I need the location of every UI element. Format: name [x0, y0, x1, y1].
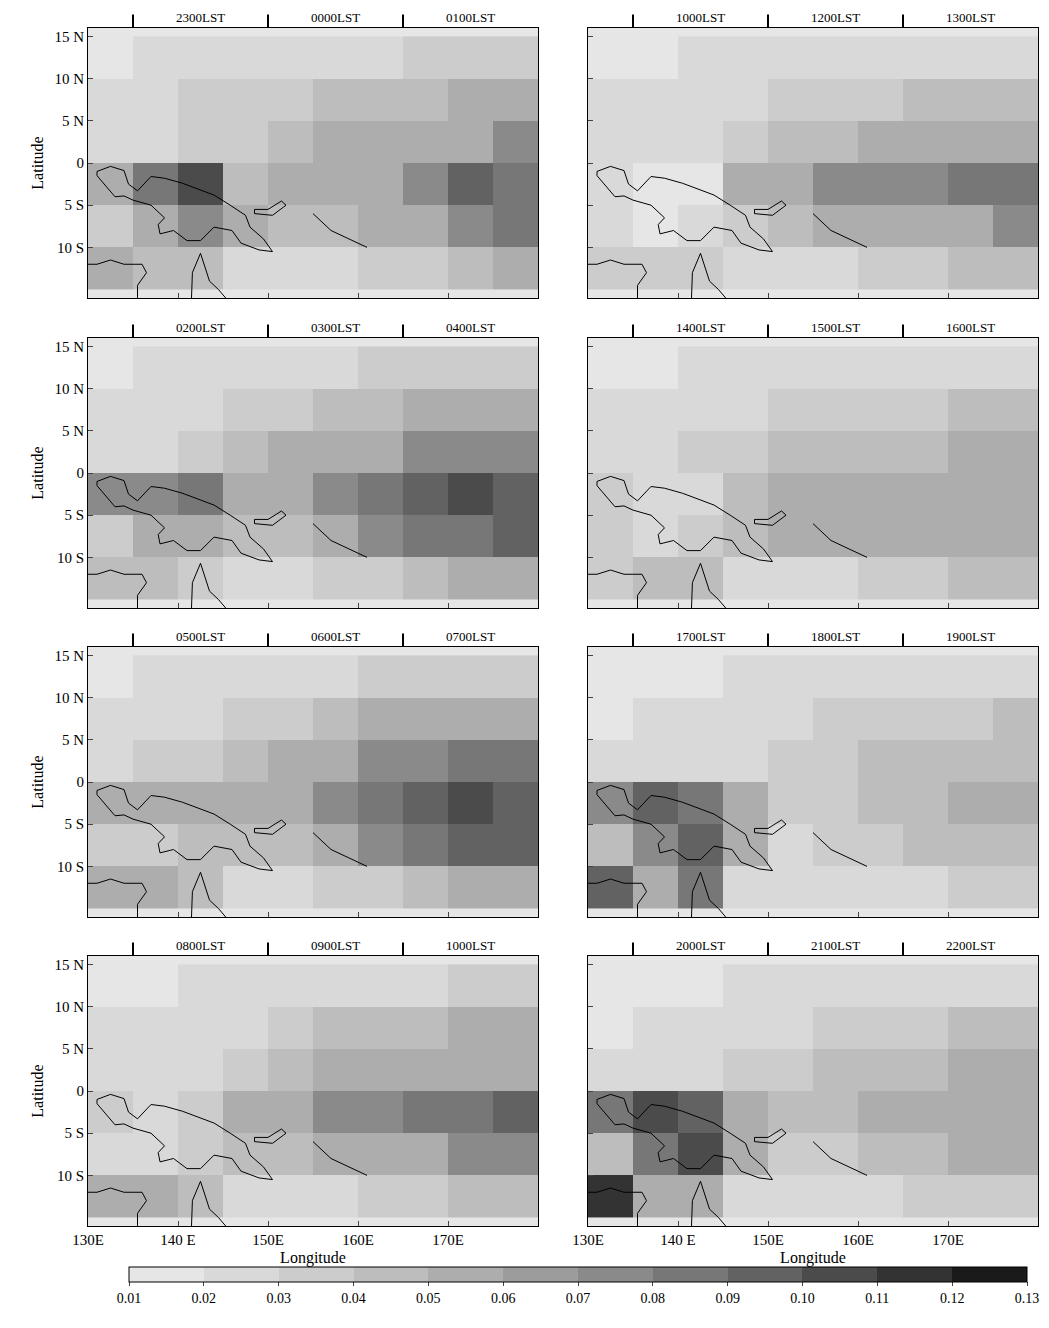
svg-text:130E: 130E: [72, 1232, 104, 1248]
svg-text:0100LST: 0100LST: [446, 10, 495, 25]
svg-text:170E: 170E: [932, 1232, 964, 1248]
svg-text:5 N: 5 N: [62, 113, 84, 129]
svg-text:5 N: 5 N: [62, 1041, 84, 1057]
svg-text:10 N: 10 N: [54, 381, 84, 397]
svg-text:0500LST: 0500LST: [176, 629, 225, 644]
svg-text:0000LST: 0000LST: [311, 10, 360, 25]
svg-text:0.01: 0.01: [117, 1291, 142, 1306]
svg-text:140 E: 140 E: [660, 1232, 695, 1248]
svg-text:Latitude: Latitude: [29, 136, 46, 189]
svg-text:160E: 160E: [342, 1232, 374, 1248]
svg-text:15 N: 15 N: [54, 339, 84, 355]
svg-text:2300LST: 2300LST: [176, 10, 225, 25]
svg-text:10 S: 10 S: [57, 550, 84, 566]
svg-text:0.13: 0.13: [1015, 1291, 1040, 1306]
svg-text:15 N: 15 N: [54, 648, 84, 664]
svg-text:0.08: 0.08: [641, 1291, 666, 1306]
svg-text:0.07: 0.07: [566, 1291, 591, 1306]
svg-text:Longitude: Longitude: [280, 1249, 346, 1267]
svg-text:2100LST: 2100LST: [811, 938, 860, 953]
svg-text:150E: 150E: [752, 1232, 784, 1248]
svg-text:5 S: 5 S: [64, 816, 84, 832]
svg-text:0200LST: 0200LST: [176, 320, 225, 335]
svg-text:10 N: 10 N: [54, 71, 84, 87]
svg-text:Latitude: Latitude: [29, 755, 46, 808]
svg-text:160E: 160E: [842, 1232, 874, 1248]
svg-text:15 N: 15 N: [54, 957, 84, 973]
svg-text:10 S: 10 S: [57, 240, 84, 256]
svg-text:5 S: 5 S: [64, 1125, 84, 1141]
svg-text:5 S: 5 S: [64, 197, 84, 213]
svg-text:1600LST: 1600LST: [946, 320, 995, 335]
svg-text:0.12: 0.12: [940, 1291, 965, 1306]
svg-text:0800LST: 0800LST: [176, 938, 225, 953]
svg-text:0400LST: 0400LST: [446, 320, 495, 335]
svg-text:140 E: 140 E: [160, 1232, 195, 1248]
svg-text:0.05: 0.05: [416, 1291, 441, 1306]
svg-text:0300LST: 0300LST: [311, 320, 360, 335]
svg-text:2000LST: 2000LST: [676, 938, 725, 953]
svg-text:Latitude: Latitude: [29, 1064, 46, 1117]
svg-text:2200LST: 2200LST: [946, 938, 995, 953]
svg-text:0: 0: [77, 465, 85, 481]
svg-text:10 N: 10 N: [54, 999, 84, 1015]
svg-text:0: 0: [77, 155, 85, 171]
svg-text:0.03: 0.03: [266, 1291, 291, 1306]
svg-text:1000LST: 1000LST: [676, 10, 725, 25]
svg-text:1300LST: 1300LST: [946, 10, 995, 25]
svg-text:1800LST: 1800LST: [811, 629, 860, 644]
svg-text:15 N: 15 N: [54, 29, 84, 45]
svg-text:5 N: 5 N: [62, 732, 84, 748]
svg-text:130E: 130E: [572, 1232, 604, 1248]
svg-text:0.11: 0.11: [865, 1291, 889, 1306]
svg-text:1000LST: 1000LST: [446, 938, 495, 953]
svg-text:0: 0: [77, 774, 85, 790]
svg-text:0: 0: [77, 1083, 85, 1099]
svg-text:10 S: 10 S: [57, 859, 84, 875]
svg-text:0900LST: 0900LST: [311, 938, 360, 953]
svg-text:5 N: 5 N: [62, 423, 84, 439]
svg-text:5 S: 5 S: [64, 507, 84, 523]
svg-text:1900LST: 1900LST: [946, 629, 995, 644]
svg-text:10 N: 10 N: [54, 690, 84, 706]
svg-text:10 S: 10 S: [57, 1168, 84, 1184]
svg-text:0.06: 0.06: [491, 1291, 516, 1306]
svg-text:0600LST: 0600LST: [311, 629, 360, 644]
svg-text:1200LST: 1200LST: [811, 10, 860, 25]
svg-text:0.10: 0.10: [790, 1291, 815, 1306]
svg-text:1500LST: 1500LST: [811, 320, 860, 335]
svg-text:1700LST: 1700LST: [676, 629, 725, 644]
svg-text:Latitude: Latitude: [29, 446, 46, 499]
svg-text:170E: 170E: [432, 1232, 464, 1248]
svg-text:0700LST: 0700LST: [446, 629, 495, 644]
svg-text:150E: 150E: [252, 1232, 284, 1248]
svg-text:0.04: 0.04: [341, 1291, 366, 1306]
svg-text:1400LST: 1400LST: [676, 320, 725, 335]
svg-text:Longitude: Longitude: [780, 1249, 846, 1267]
svg-text:0.09: 0.09: [715, 1291, 740, 1306]
svg-text:0.02: 0.02: [192, 1291, 217, 1306]
